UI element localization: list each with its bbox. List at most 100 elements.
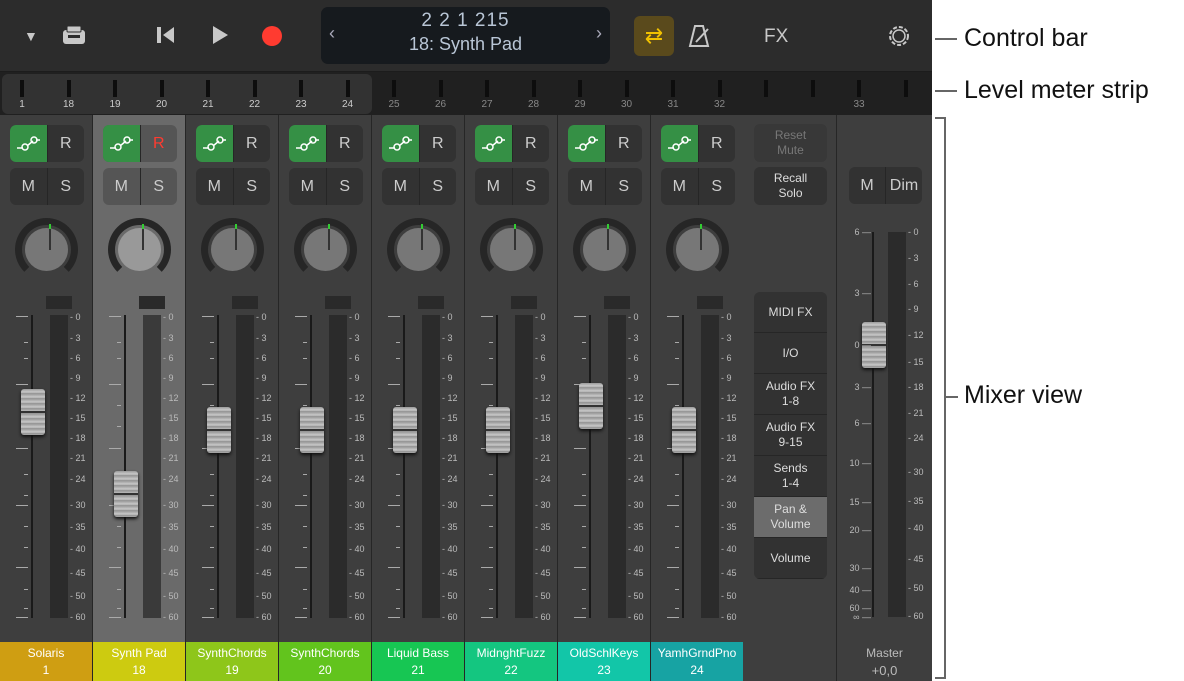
- automation-icon[interactable]: [103, 125, 140, 162]
- fader-track[interactable]: [217, 315, 219, 618]
- channel-name-label[interactable]: OldSchlKeys 23: [558, 642, 650, 681]
- visible-channels-highlight[interactable]: [2, 74, 372, 114]
- record-enable-button[interactable]: R: [232, 125, 271, 162]
- record-enable-button[interactable]: R: [139, 125, 178, 162]
- pan-knob[interactable]: [666, 218, 729, 281]
- channel-name-label[interactable]: YamhGrndPno 24: [651, 642, 743, 681]
- level-meter-column[interactable]: 31: [663, 80, 683, 110]
- automation-icon[interactable]: [10, 125, 47, 162]
- solo-button[interactable]: S: [697, 168, 736, 205]
- metronome-icon[interactable]: [688, 24, 710, 48]
- fader-track[interactable]: [496, 315, 498, 618]
- automation-icon[interactable]: [196, 125, 233, 162]
- settings-gear-icon[interactable]: [887, 24, 911, 48]
- level-meter-column[interactable]: 33: [849, 80, 869, 110]
- inbox-tray-icon[interactable]: [61, 24, 87, 46]
- channel-name-label[interactable]: Liquid Bass 21: [372, 642, 464, 681]
- mute-button[interactable]: M: [114, 177, 128, 195]
- level-meter-column[interactable]: 1: [12, 80, 32, 110]
- level-meter-column[interactable]: 18: [59, 80, 79, 110]
- channel-name-label[interactable]: MidnghtFuzz 22: [465, 642, 557, 681]
- volume-fader-handle[interactable]: [486, 407, 510, 454]
- channel-name-label[interactable]: Solaris 1: [0, 642, 92, 681]
- volume-fader-handle[interactable]: [207, 407, 231, 454]
- level-meter-strip[interactable]: 1 18 19 20 21 22 23 24 25 26 27 28 29 30 31 32 33: [0, 72, 932, 115]
- solo-button[interactable]: S: [46, 168, 85, 205]
- lcd-display[interactable]: ‹ 2 2 1 215 18: Synth Pad ›: [321, 7, 610, 64]
- fader-track[interactable]: [124, 315, 126, 618]
- channel-name-label[interactable]: Synth Pad 18: [93, 642, 185, 681]
- level-meter-column[interactable]: 23: [291, 80, 311, 110]
- channel-name-label[interactable]: SynthChords 20: [279, 642, 371, 681]
- level-meter-column[interactable]: [756, 80, 776, 99]
- automation-icon[interactable]: [568, 125, 605, 162]
- pan-knob[interactable]: [15, 218, 78, 281]
- level-meter-column[interactable]: 20: [152, 80, 172, 110]
- automation-icon[interactable]: [382, 125, 419, 162]
- fader-track[interactable]: [310, 315, 312, 618]
- automation-icon[interactable]: [289, 125, 326, 162]
- pan-knob[interactable]: [294, 218, 357, 281]
- solo-button[interactable]: S: [511, 168, 550, 205]
- level-meter-column[interactable]: 25: [384, 80, 404, 110]
- pan-knob[interactable]: [573, 218, 636, 281]
- record-icon[interactable]: [261, 25, 283, 47]
- record-enable-button[interactable]: R: [604, 125, 643, 162]
- channel-name-label[interactable]: SynthChords 19: [186, 642, 278, 681]
- view-button[interactable]: Pan & Volume: [754, 497, 827, 538]
- level-meter-column[interactable]: [803, 80, 823, 99]
- previous-track-button[interactable]: ‹: [329, 23, 335, 43]
- level-meter-column[interactable]: 32: [710, 80, 730, 110]
- level-meter-column[interactable]: 28: [524, 80, 544, 110]
- view-button[interactable]: Sends 1-4: [754, 456, 827, 497]
- volume-fader-handle[interactable]: [579, 383, 603, 430]
- record-enable-button[interactable]: R: [46, 125, 85, 162]
- fader-track[interactable]: [31, 315, 33, 618]
- reset-mute-button[interactable]: Reset Mute: [754, 124, 827, 162]
- master-mute-button[interactable]: M: [860, 176, 874, 194]
- fader-track[interactable]: [682, 315, 684, 618]
- mute-button[interactable]: M: [672, 177, 686, 195]
- solo-button[interactable]: S: [232, 168, 271, 205]
- dim-button[interactable]: Dim: [885, 167, 922, 204]
- solo-button[interactable]: S: [604, 168, 643, 205]
- view-button[interactable]: Volume: [754, 538, 827, 579]
- mute-button[interactable]: M: [300, 177, 314, 195]
- cycle-icon[interactable]: ⇄: [634, 16, 674, 56]
- view-button[interactable]: Audio FX 1-8: [754, 374, 827, 415]
- recall-solo-button[interactable]: Recall Solo: [754, 167, 827, 205]
- view-button[interactable]: Audio FX 9-15: [754, 415, 827, 456]
- fader-track[interactable]: [403, 315, 405, 618]
- pan-knob[interactable]: [201, 218, 264, 281]
- level-meter-column[interactable]: 21: [198, 80, 218, 110]
- master-fader-track[interactable]: [872, 232, 874, 617]
- solo-button[interactable]: S: [139, 168, 178, 205]
- level-meter-column[interactable]: 27: [477, 80, 497, 110]
- master-fader-handle[interactable]: [862, 322, 886, 368]
- level-meter-column[interactable]: [896, 80, 916, 99]
- volume-fader-handle[interactable]: [300, 407, 324, 454]
- fader-track[interactable]: [589, 315, 591, 618]
- pan-knob[interactable]: [387, 218, 450, 281]
- mute-button[interactable]: M: [579, 177, 593, 195]
- solo-button[interactable]: S: [418, 168, 457, 205]
- volume-fader-handle[interactable]: [672, 407, 696, 454]
- go-to-beginning-icon[interactable]: [155, 25, 177, 45]
- record-enable-button[interactable]: R: [511, 125, 550, 162]
- play-icon[interactable]: [210, 25, 230, 45]
- level-meter-column[interactable]: 24: [338, 80, 358, 110]
- level-meter-column[interactable]: 29: [570, 80, 590, 110]
- level-meter-column[interactable]: 30: [617, 80, 637, 110]
- next-track-button[interactable]: ›: [596, 23, 602, 43]
- level-meter-column[interactable]: 22: [245, 80, 265, 110]
- volume-fader-handle[interactable]: [393, 407, 417, 454]
- level-meter-column[interactable]: 26: [431, 80, 451, 110]
- mute-button[interactable]: M: [393, 177, 407, 195]
- record-enable-button[interactable]: R: [697, 125, 736, 162]
